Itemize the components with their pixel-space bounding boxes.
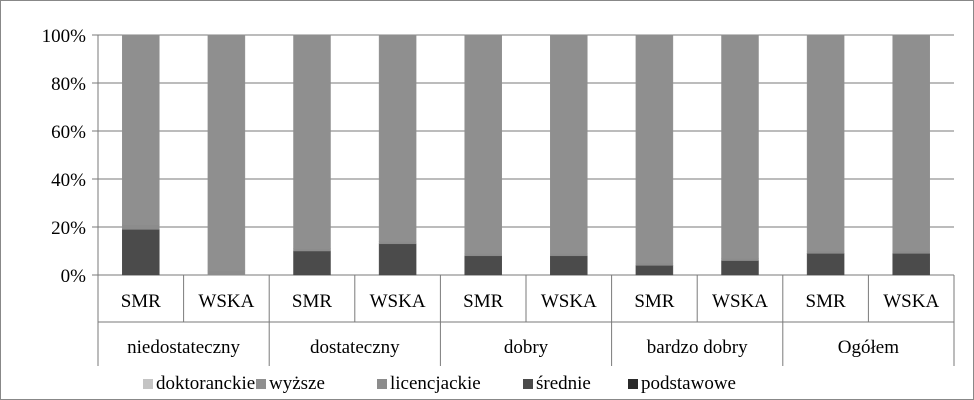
- y-tick-label: 40%: [51, 170, 86, 191]
- bar-segment-średnie: [464, 255, 502, 276]
- group-labels: niedostateczny dostateczny dobry bardzo dob…: [127, 337, 899, 358]
- legend-swatch: [628, 379, 638, 389]
- bars: [122, 34, 930, 276]
- bar-segment-licencjackie: [892, 250, 930, 254]
- bar-segment-licencjackie: [550, 253, 588, 257]
- bar-segment-licencjackie: [464, 253, 502, 257]
- y-tick-label: 20%: [51, 218, 86, 239]
- legend-label: licencjackie: [390, 373, 481, 394]
- bar-segment-wyższe: [550, 34, 588, 254]
- category-label: SMR: [292, 291, 332, 312]
- y-tick-label: 100%: [42, 26, 87, 47]
- category-labels: SMR WSKA SMR WSKA SMR WSKA SMR WSKA SMR WSKA: [121, 291, 940, 312]
- category-label: WSKA: [370, 291, 426, 312]
- bar-segment-licencjackie: [635, 262, 674, 266]
- category-label: WSKA: [712, 291, 768, 312]
- group-label: bardzo dobry: [647, 337, 748, 358]
- bar-segment-średnie: [293, 250, 331, 276]
- category-label: SMR: [806, 291, 846, 312]
- bar-segment-wyższe: [293, 34, 331, 249]
- legend-label: wyższe: [269, 373, 325, 394]
- bar-segment-wyższe: [721, 34, 759, 259]
- bar-segment-średnie: [806, 253, 845, 276]
- group-label: dobry: [504, 337, 549, 358]
- group-label: Ogółem: [838, 337, 899, 358]
- legend-swatch: [523, 379, 533, 389]
- category-label: SMR: [121, 291, 161, 312]
- bar-segment-wyższe: [892, 34, 930, 252]
- bar-segment-licencjackie: [207, 269, 246, 276]
- bar-segment-licencjackie: [293, 248, 331, 252]
- group-label: niedostateczny: [127, 337, 240, 358]
- bar-segment-wyższe: [122, 34, 160, 225]
- bar-segment-wyższe: [635, 34, 674, 264]
- bar-segment-licencjackie: [721, 257, 759, 261]
- y-tick-label: 80%: [51, 74, 86, 95]
- category-axis-table: [97, 35, 955, 366]
- bar-segment-średnie: [892, 253, 930, 276]
- legend: doktoranckie wyższe licencjackie średnie pod…: [143, 373, 736, 394]
- legend-label: podstawowe: [641, 373, 736, 394]
- category-label: WSKA: [541, 291, 597, 312]
- y-tick-label: 0%: [61, 266, 87, 287]
- legend-swatch: [143, 379, 153, 389]
- legend-swatch: [377, 379, 387, 389]
- bar-segment-średnie: [635, 265, 674, 276]
- category-label: SMR: [463, 291, 503, 312]
- bar-segment-średnie: [378, 243, 417, 276]
- bar-segment-średnie: [122, 229, 160, 276]
- group-label: dostateczny: [310, 337, 400, 358]
- bar-segment-licencjackie: [378, 241, 417, 245]
- bar-segment-średnie: [550, 255, 588, 276]
- bar-segment-wyższe: [806, 34, 845, 252]
- category-label: SMR: [634, 291, 674, 312]
- legend-label: doktoranckie: [156, 373, 255, 394]
- bar-segment-wyższe: [464, 34, 502, 254]
- category-label: WSKA: [883, 291, 939, 312]
- legend-swatch: [256, 379, 266, 389]
- legend-label: średnie: [536, 373, 591, 394]
- bar-segment-wyższe: [207, 34, 246, 271]
- bar-segment-licencjackie: [806, 250, 845, 254]
- category-label: WSKA: [198, 291, 254, 312]
- y-tick-label: 60%: [51, 122, 86, 143]
- bar-segment-wyższe: [378, 34, 417, 242]
- y-axis-tick-labels: 0% 20% 40% 60% 80% 100%: [42, 26, 87, 287]
- bar-segment-średnie: [721, 260, 759, 276]
- bar-segment-licencjackie: [122, 224, 160, 230]
